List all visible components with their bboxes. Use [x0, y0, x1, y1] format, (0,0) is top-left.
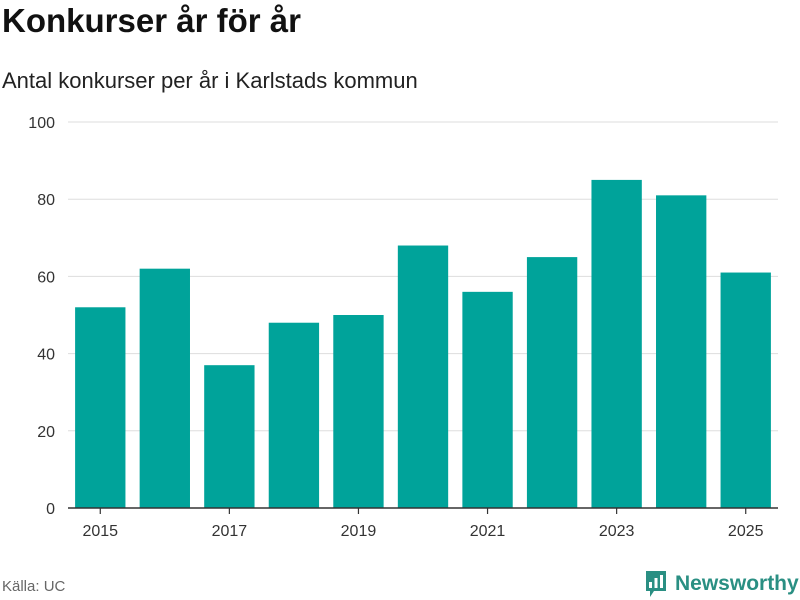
x-tick-label: 2015 — [82, 523, 118, 540]
x-tick-label: 2021 — [470, 523, 506, 540]
y-tick-label: 20 — [37, 424, 55, 441]
y-tick-label: 60 — [37, 269, 55, 286]
x-tick-label: 2017 — [212, 523, 248, 540]
source-note: Källa: UC — [2, 578, 66, 595]
bar-2025 — [720, 272, 771, 508]
chart-subtitle: Antal konkurser per år i Karlstads kommu… — [2, 68, 418, 93]
y-tick-label: 0 — [46, 501, 55, 518]
brand-logo: Newsworthy — [645, 569, 799, 599]
tick-labels: 0 20 40 60 80 100 2015 2017 2019 2021 2023 2025 — [28, 115, 763, 540]
x-tick-label: 2019 — [341, 523, 377, 540]
bar-2017 — [204, 365, 255, 508]
y-tick-label: 100 — [28, 115, 55, 132]
bar-2020 — [397, 245, 449, 508]
brand-name: Newsworthy — [675, 572, 799, 595]
y-tick-label: 80 — [37, 192, 55, 209]
axes — [68, 507, 778, 514]
bar-2022 — [526, 257, 578, 508]
bar-2019 — [333, 315, 384, 508]
y-tick-label: 40 — [37, 347, 55, 364]
bar-2021 — [462, 291, 513, 508]
x-tick-label: 2023 — [599, 523, 635, 540]
bar-2015 — [75, 307, 126, 508]
chart-title: Konkurser år för år — [2, 2, 301, 39]
newsworthy-logo-icon — [646, 571, 666, 597]
bar-2018 — [268, 322, 320, 508]
bar-2024 — [656, 195, 707, 508]
bar-2016 — [139, 268, 190, 508]
bar-2023 — [591, 179, 642, 508]
x-tick-label: 2025 — [728, 523, 764, 540]
bar-chart: 0 20 40 60 80 100 2015 2017 2019 2021 2023 2025 — [28, 115, 778, 540]
bars — [75, 179, 771, 508]
